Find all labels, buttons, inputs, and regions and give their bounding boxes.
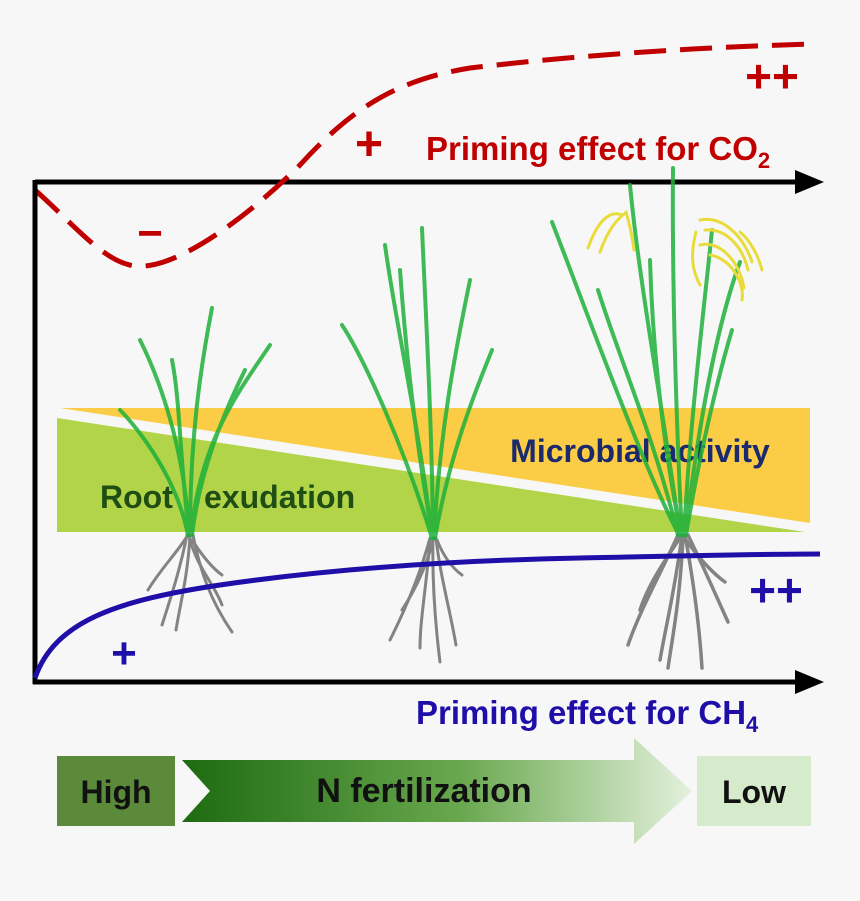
- fertilization-low-box: [697, 756, 811, 826]
- co2-label: Priming effect for CO2: [426, 130, 770, 173]
- fertilization-high-label: High: [80, 774, 151, 810]
- co2-label-main: Priming effect for CO: [426, 130, 758, 167]
- ch4-axis: [33, 670, 824, 694]
- ch4-plusplus-sign: ++: [749, 564, 803, 616]
- fertilization-high-box: [57, 756, 175, 826]
- co2-label-subscript: 2: [758, 148, 770, 173]
- root-exudation-label-1: Root: [100, 479, 173, 515]
- ch4-plus-sign: +: [111, 629, 137, 678]
- rice-plant-mature: [550, 166, 764, 670]
- fertilization-low-label: Low: [722, 774, 786, 810]
- co2-axis: [35, 170, 824, 194]
- co2-plus-sign: +: [355, 118, 383, 171]
- plant-mature-leaves: [550, 166, 742, 537]
- plant-small-leaves: [118, 306, 272, 537]
- co2-minus-sign: −: [137, 209, 163, 258]
- microbial-activity-band: [60, 408, 810, 523]
- ch4-label: Priming effect for CH4: [416, 694, 759, 737]
- fertilization-arrow-label: N fertilization: [316, 772, 531, 810]
- ch4-label-subscript: 4: [746, 712, 759, 737]
- plant-small-roots: [146, 533, 234, 634]
- co2-priming-curve: [33, 41, 816, 269]
- ch4-label-main: Priming effect for CH: [416, 694, 746, 731]
- plant-medium-leaves: [340, 226, 494, 540]
- ch4-priming-curve: [32, 551, 821, 679]
- root-exudation-label-2: exudation: [204, 479, 355, 515]
- plant-mature-panicles: [586, 210, 764, 302]
- plant-medium-roots: [388, 536, 464, 664]
- rice-plant-small: [118, 306, 272, 634]
- co2-plusplus-sign: ++: [745, 50, 799, 102]
- fertilization-arrow: [182, 738, 692, 844]
